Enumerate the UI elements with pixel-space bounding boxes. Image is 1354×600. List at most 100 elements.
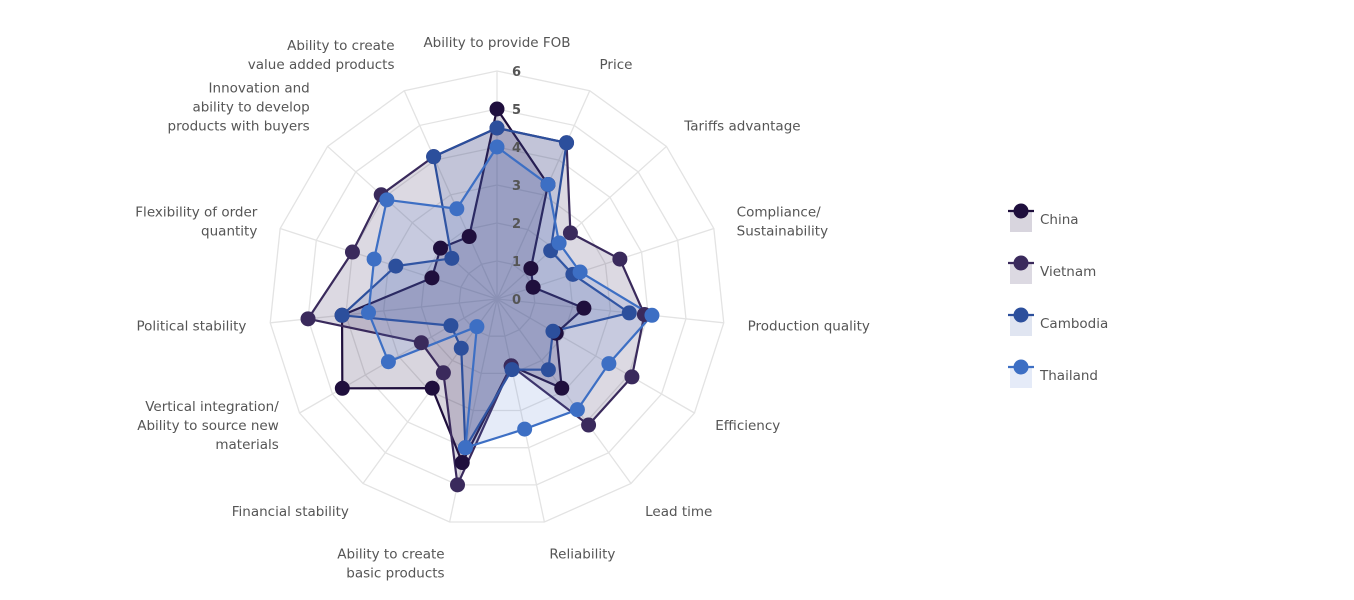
point-thailand[interactable] bbox=[449, 201, 465, 217]
point-china[interactable] bbox=[454, 455, 470, 471]
point-china[interactable] bbox=[424, 270, 440, 286]
axis-label: Ability to create value added products bbox=[248, 38, 395, 73]
point-thailand[interactable] bbox=[572, 264, 588, 280]
point-thailand[interactable] bbox=[379, 192, 395, 208]
point-thailand[interactable] bbox=[601, 356, 617, 372]
point-cambodia[interactable] bbox=[504, 362, 520, 378]
legend-label: Cambodia bbox=[1040, 316, 1109, 332]
point-cambodia[interactable] bbox=[559, 135, 575, 151]
legend-label: Thailand bbox=[1040, 368, 1098, 384]
point-thailand[interactable] bbox=[569, 402, 585, 418]
legend-marker bbox=[1008, 203, 1034, 232]
point-cambodia[interactable] bbox=[444, 250, 460, 266]
legend-marker bbox=[1008, 359, 1034, 388]
series-points bbox=[300, 101, 660, 493]
point-vietnam[interactable] bbox=[300, 311, 316, 327]
point-cambodia[interactable] bbox=[621, 305, 637, 321]
tick-label: 1 bbox=[512, 255, 521, 270]
point-china[interactable] bbox=[489, 101, 505, 117]
point-thailand[interactable] bbox=[517, 421, 533, 437]
point-cambodia[interactable] bbox=[334, 307, 350, 323]
point-china[interactable] bbox=[525, 279, 541, 295]
spoke bbox=[496, 90, 591, 300]
axis-label: Political stability bbox=[136, 318, 246, 334]
axis-label: Flexibility of order quantity bbox=[135, 205, 257, 240]
axis-label: Ability to provide FOB bbox=[423, 35, 570, 51]
axis-label: Lead time bbox=[645, 504, 712, 520]
point-thailand[interactable] bbox=[366, 251, 382, 267]
point-vietnam[interactable] bbox=[344, 244, 360, 260]
point-thailand[interactable] bbox=[489, 139, 505, 155]
point-thailand[interactable] bbox=[540, 176, 556, 192]
legend: China Vietnam Cambodia Thailand bbox=[1006, 200, 1166, 408]
legend-item-thailand[interactable]: Thailand bbox=[1006, 356, 1166, 408]
point-cambodia[interactable] bbox=[443, 318, 459, 334]
axis-label: Financial stability bbox=[232, 504, 349, 520]
series-area-china bbox=[340, 107, 586, 464]
point-vietnam[interactable] bbox=[449, 477, 465, 493]
spoke bbox=[496, 298, 546, 523]
point-cambodia[interactable] bbox=[545, 323, 561, 339]
grid-ring-3 bbox=[382, 184, 612, 412]
spoke bbox=[279, 227, 498, 300]
point-vietnam[interactable] bbox=[435, 365, 451, 381]
point-vietnam[interactable] bbox=[612, 251, 628, 267]
radial-tick-labels: 0 1 2 3 4 5 6 bbox=[512, 65, 521, 308]
series-area-thailand bbox=[367, 145, 654, 449]
point-china[interactable] bbox=[433, 240, 449, 256]
point-china[interactable] bbox=[334, 380, 350, 396]
grid-ring-5 bbox=[307, 108, 687, 486]
spoke bbox=[327, 145, 498, 300]
series-area-vietnam bbox=[306, 126, 646, 486]
tick-label: 6 bbox=[512, 65, 521, 80]
point-thailand[interactable] bbox=[469, 319, 485, 335]
point-cambodia[interactable] bbox=[426, 149, 442, 165]
legend-label: China bbox=[1040, 212, 1079, 228]
tick-label: 2 bbox=[512, 217, 521, 232]
axis-label: Ability to create basic products bbox=[337, 546, 444, 581]
series-areas bbox=[306, 107, 654, 486]
axis-label: Price bbox=[599, 57, 632, 73]
point-china[interactable] bbox=[576, 300, 592, 316]
legend-item-vietnam[interactable]: Vietnam bbox=[1006, 252, 1166, 304]
point-china[interactable] bbox=[523, 260, 539, 276]
legend-item-china[interactable]: China bbox=[1006, 200, 1166, 252]
legend-marker bbox=[1008, 255, 1034, 284]
spoke bbox=[496, 298, 695, 414]
point-thailand[interactable] bbox=[551, 235, 567, 251]
axis-labels: Ability to provide FOB Price Tariffs advan… bbox=[135, 35, 870, 581]
tick-label: 5 bbox=[512, 103, 521, 118]
point-vietnam[interactable] bbox=[581, 417, 597, 433]
tick-label: 3 bbox=[512, 179, 521, 194]
spoke bbox=[403, 90, 498, 300]
point-china[interactable] bbox=[461, 229, 477, 245]
series-area-cambodia bbox=[340, 126, 631, 449]
spoke bbox=[496, 145, 667, 300]
grid-ring-6 bbox=[269, 70, 725, 523]
axis-label: Compliance/Sustainability bbox=[737, 205, 828, 240]
axis-label: Tariffs advantage bbox=[683, 118, 800, 134]
tick-label: 0 bbox=[512, 293, 521, 308]
point-vietnam[interactable] bbox=[624, 369, 640, 385]
point-vietnam[interactable] bbox=[562, 225, 578, 241]
point-china[interactable] bbox=[554, 380, 570, 396]
point-cambodia[interactable] bbox=[453, 340, 469, 356]
spoke bbox=[299, 298, 498, 414]
grid-ring-4 bbox=[345, 146, 649, 449]
axis-label: Production quality bbox=[748, 318, 870, 334]
spoke bbox=[496, 298, 724, 324]
grid-ring-1 bbox=[458, 260, 536, 337]
point-thailand[interactable] bbox=[361, 305, 377, 321]
point-vietnam[interactable] bbox=[413, 335, 429, 351]
point-thailand[interactable] bbox=[644, 307, 660, 323]
point-thailand[interactable] bbox=[457, 440, 473, 456]
point-cambodia[interactable] bbox=[489, 120, 505, 136]
legend-label: Vietnam bbox=[1040, 264, 1097, 280]
point-cambodia[interactable] bbox=[388, 258, 404, 274]
point-china[interactable] bbox=[424, 380, 440, 396]
point-thailand[interactable] bbox=[380, 354, 396, 370]
axis-label: Reliability bbox=[549, 546, 615, 562]
point-cambodia[interactable] bbox=[540, 362, 556, 378]
legend-item-cambodia[interactable]: Cambodia bbox=[1006, 304, 1166, 356]
